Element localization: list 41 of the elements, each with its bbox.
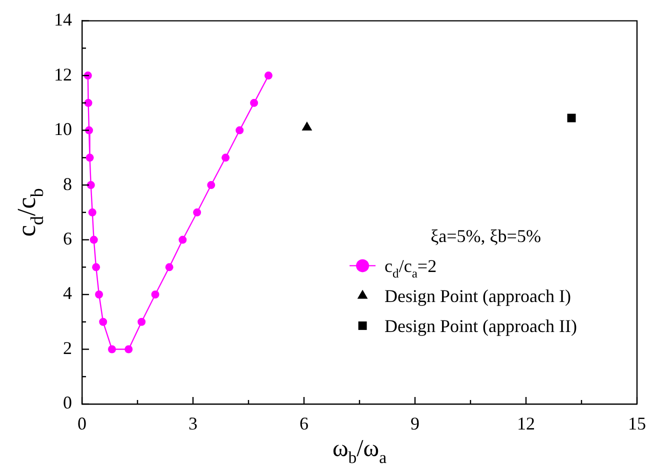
x-tick-label: 9 — [410, 414, 420, 434]
point — [250, 98, 258, 107]
point — [92, 263, 100, 272]
point — [236, 126, 244, 134]
point — [567, 114, 576, 122]
y-tick-label: 8 — [63, 174, 72, 194]
point — [178, 236, 187, 244]
point — [151, 290, 160, 299]
legend-label: Design Point (approach II) — [384, 316, 578, 336]
x-tick-label: 3 — [188, 414, 198, 434]
x-tick-label: 0 — [78, 414, 86, 434]
point — [108, 345, 116, 354]
point — [222, 154, 230, 162]
y-tick-label: 6 — [63, 228, 72, 249]
y-tick-label: 4 — [63, 283, 72, 304]
y-axis-title: cd/cb — [12, 188, 47, 237]
point — [84, 72, 92, 80]
y-tick-label: 14 — [54, 10, 72, 30]
point — [165, 263, 174, 272]
x-tick-label: 15 — [628, 414, 646, 434]
point — [207, 181, 216, 190]
y-tick-label: 0 — [63, 392, 72, 413]
point — [138, 318, 146, 326]
x-tick-label: 6 — [300, 414, 308, 434]
point — [302, 122, 312, 131]
y-tick-label: 12 — [54, 64, 72, 84]
point — [86, 181, 95, 190]
point — [124, 345, 133, 354]
point — [86, 154, 94, 162]
point — [193, 208, 202, 216]
x-tick-label: 12 — [517, 414, 535, 434]
legend-label: Design Point (approach I) — [384, 286, 572, 306]
point — [88, 208, 96, 216]
legend-title: ξa=5%, ξb=5% — [430, 226, 541, 246]
y-tick-label: 2 — [63, 338, 72, 358]
point — [90, 236, 98, 244]
point — [264, 72, 272, 80]
point — [99, 318, 108, 326]
y-tick-label: 10 — [54, 119, 72, 140]
point — [95, 290, 104, 299]
point — [84, 98, 92, 107]
